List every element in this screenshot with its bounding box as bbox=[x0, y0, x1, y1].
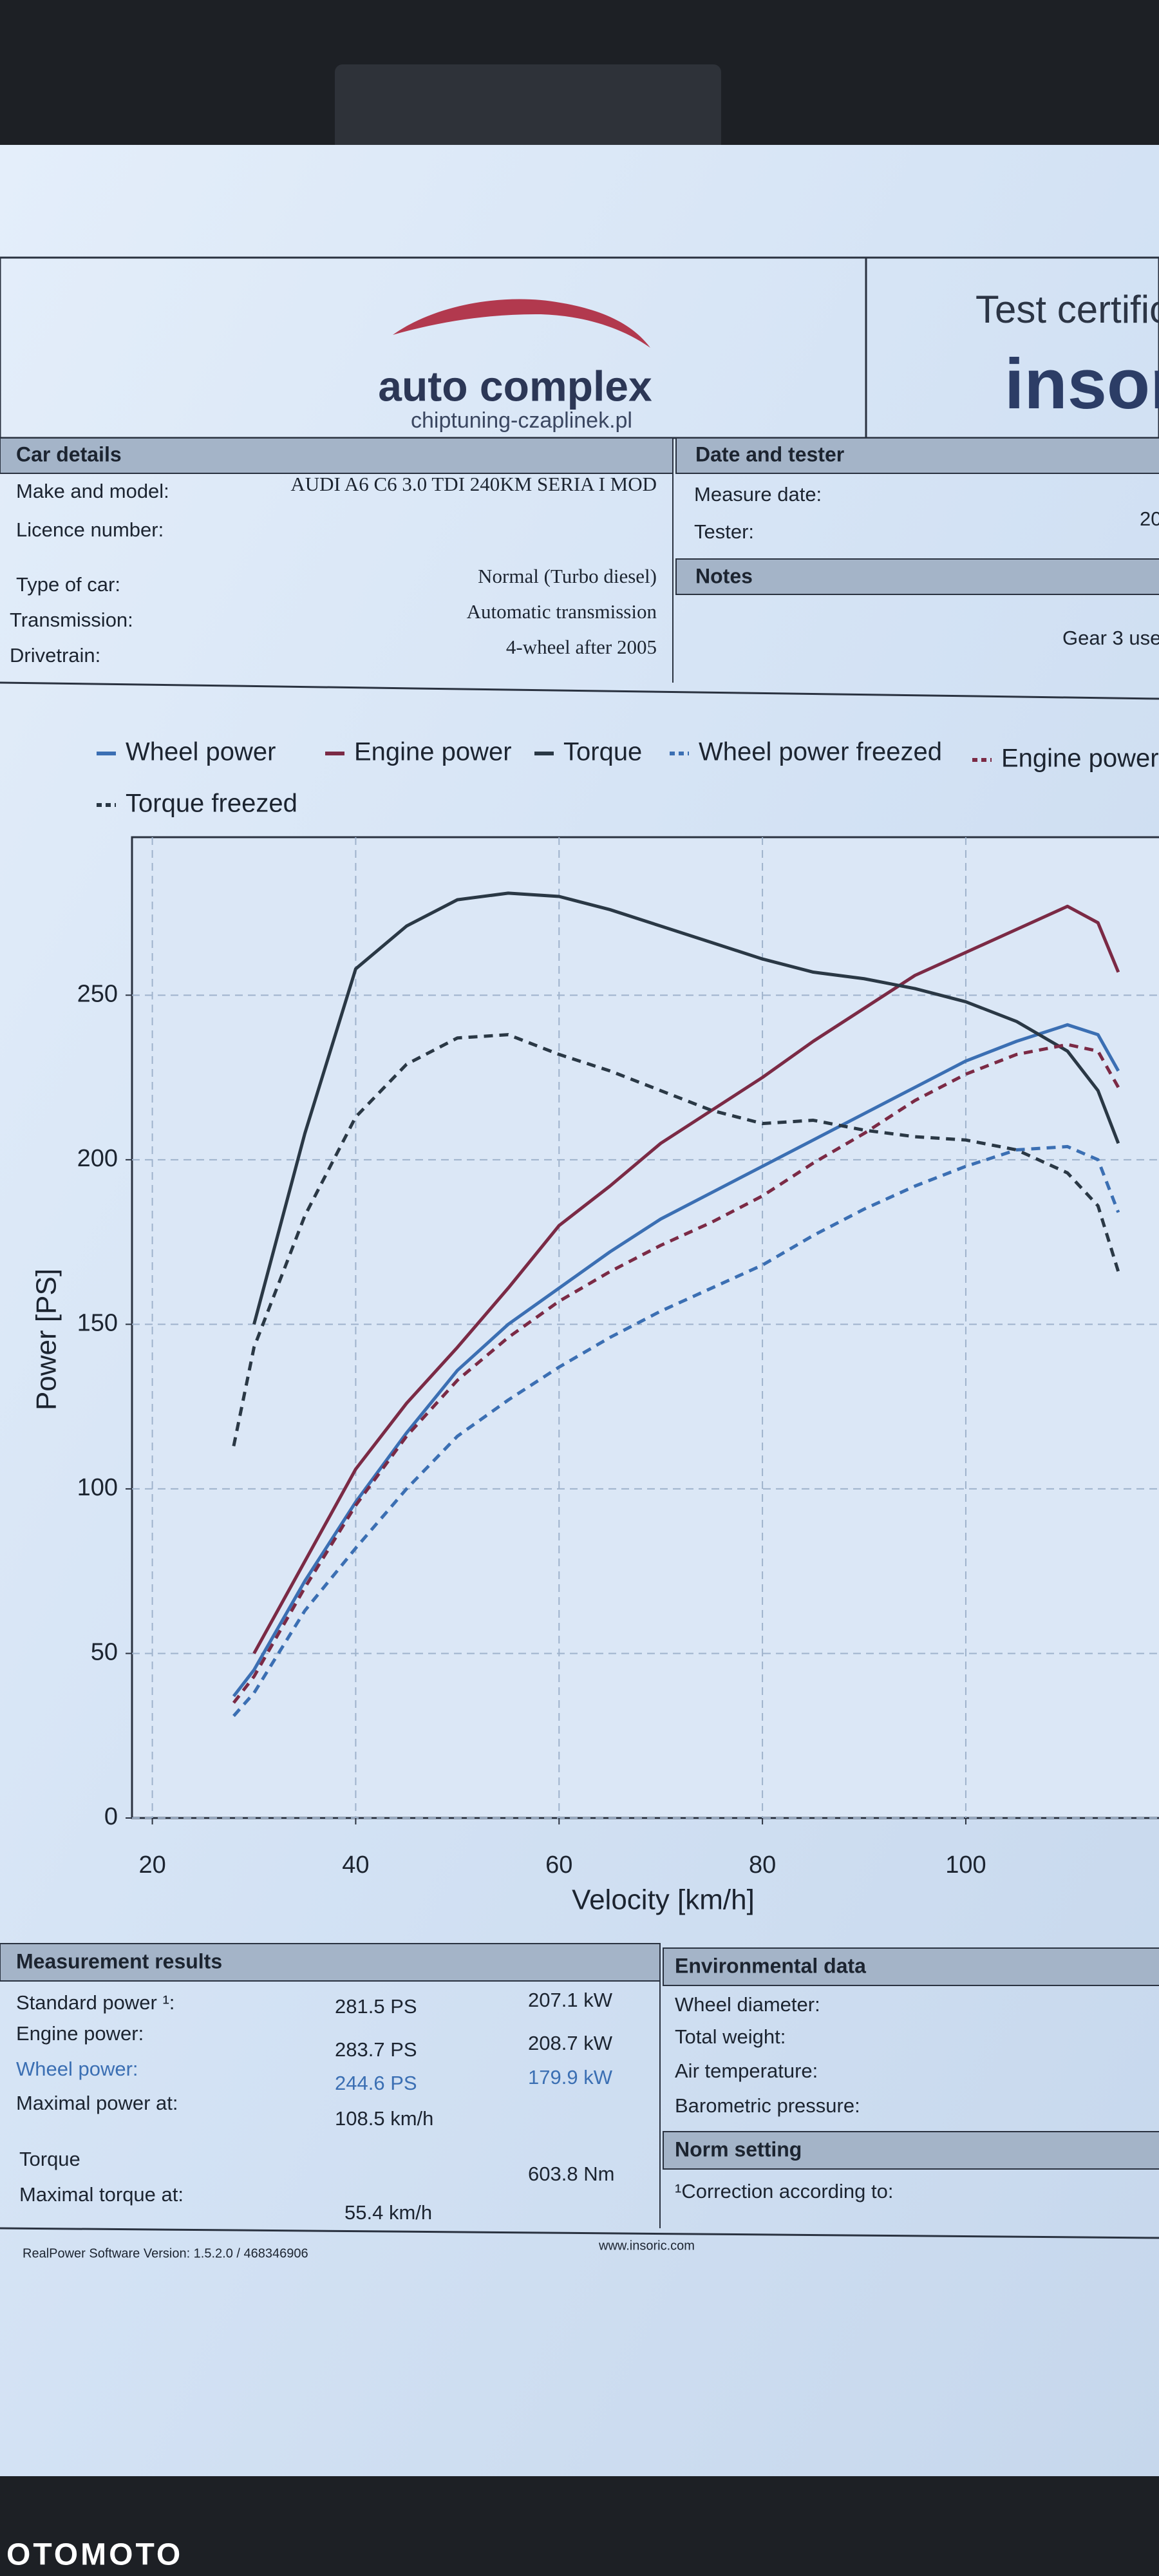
y-axis-title: Power [PS] bbox=[31, 1269, 62, 1410]
series-line bbox=[252, 904, 1120, 1654]
plot-area bbox=[131, 836, 1159, 1819]
field-label: Maximal power at: bbox=[16, 2092, 178, 2114]
y-tick-label: 100 bbox=[77, 1474, 118, 1501]
logo-text: auto complex bbox=[378, 362, 652, 410]
field-label: Wheel diameter: bbox=[675, 1993, 820, 2016]
section-bar bbox=[663, 2131, 1159, 2170]
field-label: ¹Correction according to: bbox=[675, 2180, 893, 2202]
field-value: AUDI A6 C6 3.0 TDI 240KM SERIA I MOD bbox=[290, 473, 657, 495]
field-label: Transmission: bbox=[10, 609, 133, 631]
section-title: Date and tester bbox=[695, 442, 844, 466]
y-tick-label: 250 bbox=[77, 980, 118, 1007]
section-bar bbox=[0, 437, 674, 474]
x-tick-label: 20 bbox=[138, 1852, 165, 1879]
field-label: Make and model: bbox=[16, 480, 169, 502]
field-value: 207.1 kW bbox=[528, 1989, 613, 2011]
field-value: 4-wheel after 2005 bbox=[506, 636, 657, 658]
legend-label: Torque freezed bbox=[126, 790, 297, 818]
field-value: 55.4 km/h bbox=[344, 2201, 432, 2224]
field-value: 603.8 Nm bbox=[528, 2163, 614, 2185]
dashboard-shape bbox=[335, 64, 721, 155]
section-line bbox=[0, 2227, 1159, 2239]
section-bar bbox=[675, 558, 1159, 595]
field-label: Tester: bbox=[694, 520, 754, 543]
field-value: 281.5 PS bbox=[335, 1995, 417, 2018]
field-value: 208.7 kW bbox=[528, 2032, 613, 2054]
field-label: Air temperature: bbox=[675, 2060, 818, 2082]
field-label: Engine power: bbox=[16, 2022, 144, 2045]
section-line bbox=[0, 681, 1159, 700]
x-tick-label: 60 bbox=[545, 1852, 572, 1879]
field-label: Standard power ¹: bbox=[16, 1991, 174, 2014]
chart: 0 50 100 150 200 250 20 40 60 80 100 Velocity [km/h… bbox=[31, 738, 1159, 1916]
y-tick-label: 200 bbox=[77, 1145, 118, 1172]
field-value: 179.9 kW bbox=[528, 2066, 613, 2088]
bottom-background bbox=[0, 2476, 1159, 2576]
footer-website: www.insoric.com bbox=[598, 2239, 695, 2253]
y-tick-label: 0 bbox=[104, 1803, 118, 1830]
watermark: OTOMOTO bbox=[6, 2538, 183, 2572]
y-tick-label: 50 bbox=[91, 1638, 118, 1665]
field-label: Licence number: bbox=[16, 518, 164, 541]
field-label: Total weight: bbox=[675, 2025, 786, 2048]
field-value: 283.7 PS bbox=[335, 2038, 417, 2061]
software-version: RealPower Software Version: 1.5.2.0 / 46… bbox=[23, 2246, 308, 2260]
section-title: Norm setting bbox=[675, 2137, 802, 2161]
notes-text: Gear 3 used bbox=[1062, 627, 1159, 649]
field-label: Torque bbox=[19, 2148, 80, 2170]
series-line bbox=[232, 1033, 1120, 1446]
brand: insoric bbox=[1004, 345, 1159, 424]
section-title: Measurement results bbox=[16, 1949, 222, 1973]
section-title: Notes bbox=[695, 564, 753, 587]
field-label: Barometric pressure: bbox=[675, 2094, 860, 2117]
x-tick-label: 100 bbox=[945, 1852, 986, 1879]
section-bar bbox=[663, 1947, 1159, 1986]
legend-label: Torque bbox=[563, 738, 642, 766]
series-line bbox=[232, 1043, 1120, 1704]
logo-website: chiptuning-czaplinek.pl bbox=[411, 408, 632, 433]
x-axis-title: Velocity [km/h] bbox=[572, 1884, 755, 1916]
certificate-title: Test certificate bbox=[975, 288, 1159, 331]
series-line bbox=[232, 1144, 1120, 1718]
series-line bbox=[252, 891, 1120, 1325]
series-line bbox=[232, 1023, 1120, 1698]
field-label: Measure date: bbox=[694, 483, 822, 506]
logo-swoosh bbox=[393, 299, 650, 348]
field-value: 244.6 PS bbox=[335, 2072, 417, 2094]
field-label: Wheel power: bbox=[16, 2058, 138, 2080]
field-label: Drivetrain: bbox=[10, 644, 100, 667]
field-value: 20 bbox=[1140, 507, 1159, 530]
field-value: 108.5 km/h bbox=[335, 2107, 433, 2130]
legend-label: Engine power bbox=[354, 738, 512, 766]
legend-label: Wheel power freezed bbox=[699, 738, 942, 766]
section-title: Environmental data bbox=[675, 1954, 866, 1977]
section-title: Car details bbox=[16, 442, 122, 466]
y-tick-label: 150 bbox=[77, 1309, 118, 1336]
legend-label: Wheel power bbox=[126, 738, 276, 766]
field-label: Maximal torque at: bbox=[19, 2183, 184, 2206]
field-label: Type of car: bbox=[16, 573, 120, 596]
field-value: Normal (Turbo diesel) bbox=[478, 565, 657, 587]
x-tick-label: 40 bbox=[342, 1852, 369, 1879]
section-bar bbox=[675, 437, 1159, 474]
section-bar bbox=[0, 1943, 661, 1982]
legend-label: Engine power freezed bbox=[1001, 744, 1159, 773]
x-tick-label: 80 bbox=[749, 1852, 776, 1879]
field-value: Automatic transmission bbox=[467, 600, 657, 623]
